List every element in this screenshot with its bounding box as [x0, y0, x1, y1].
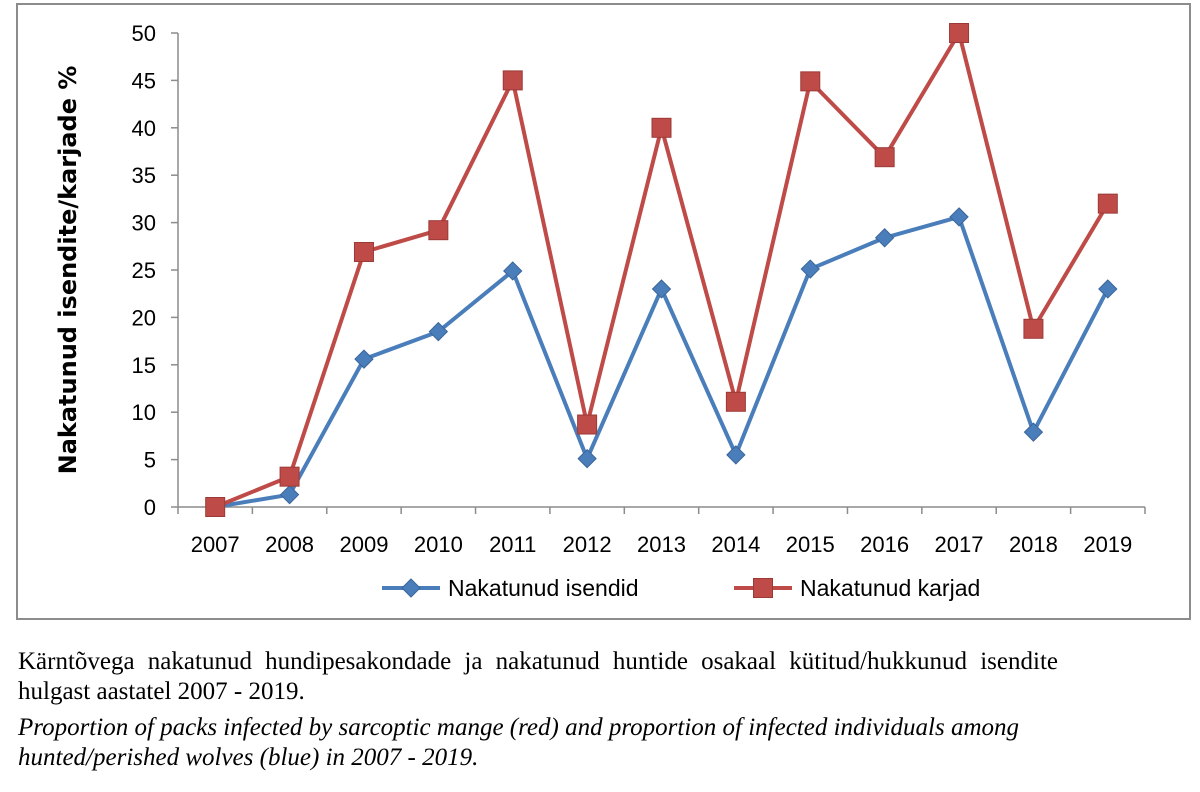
y-axis-title: Nakatunud isendite/karjade % [54, 66, 82, 475]
data-point [1023, 318, 1044, 339]
data-point [1023, 422, 1044, 442]
x-tick-label: 2008 [265, 532, 314, 557]
legend-item: Nakatunud isendid [382, 575, 639, 601]
legend-item: Nakatunud karjad [734, 575, 980, 601]
data-point [279, 484, 300, 505]
y-axis-ticks: 0 5 10 15 20 25 30 35 40 45 50 [132, 21, 178, 520]
y-tick-label: 35 [132, 163, 156, 188]
data-point [949, 23, 970, 43]
data-point [353, 241, 374, 262]
series-2 [205, 23, 1118, 517]
data-point [800, 71, 821, 92]
legend-marker [753, 578, 773, 598]
line-chart: 0 5 10 15 20 25 30 35 40 45 50 2007 2008 2009 2010 201… [54, 21, 1146, 601]
caption-estonian: Kärntõvega nakatunud hundipesakondade ja… [18, 648, 1058, 705]
y-tick-label: 50 [132, 21, 156, 46]
x-tick-label: 2014 [711, 532, 760, 557]
data-point [1097, 193, 1118, 214]
x-tick-label: 2012 [563, 532, 612, 557]
data-point [577, 414, 598, 435]
y-tick-label: 5 [144, 448, 156, 473]
x-tick-label: 2015 [786, 532, 835, 557]
data-point [651, 279, 672, 299]
y-tick-label: 40 [132, 116, 156, 141]
data-point [800, 259, 820, 279]
x-tick-label: 2009 [339, 532, 388, 557]
data-point [205, 497, 226, 517]
series-line [214, 214, 1110, 509]
series-layer [205, 23, 1118, 517]
x-tick-label: 2016 [860, 532, 909, 557]
data-point [874, 147, 895, 168]
y-tick-label: 45 [132, 68, 156, 93]
y-tick-label: 0 [144, 495, 156, 520]
legend-label: Nakatunud karjad [800, 575, 980, 601]
x-axis-ticks: 2007 2008 2009 2010 2011 2012 2013 2014 2015 2016… [177, 507, 1146, 557]
legend: Nakatunud isendid Nakatunud karjad [382, 575, 980, 601]
x-tick-label: 2018 [1009, 532, 1058, 557]
data-point [874, 228, 895, 248]
data-point [1098, 279, 1118, 299]
data-point [577, 448, 597, 469]
y-tick-label: 10 [132, 400, 156, 425]
data-point [651, 117, 672, 138]
x-tick-label: 2010 [414, 532, 463, 557]
x-tick-label: 2013 [637, 532, 686, 557]
x-tick-label: 2011 [489, 532, 536, 557]
data-point [428, 321, 449, 342]
y-tick-label: 15 [132, 353, 156, 378]
data-point [725, 391, 746, 412]
data-point [726, 445, 746, 465]
series-1 [205, 207, 1118, 517]
x-tick-label: 2007 [191, 532, 240, 557]
series-line [214, 31, 1110, 509]
x-tick-label: 2019 [1083, 532, 1132, 557]
legend-marker [401, 578, 421, 598]
data-point [502, 70, 523, 91]
caption-english: Proportion of packs infected by sarcopti… [18, 714, 1020, 771]
data-point [279, 466, 300, 487]
legend-label: Nakatunud isendid [448, 575, 639, 601]
y-tick-label: 25 [132, 258, 156, 283]
data-point [428, 220, 449, 241]
data-point [503, 261, 523, 281]
y-tick-label: 30 [132, 211, 156, 236]
y-tick-label: 20 [132, 305, 156, 330]
data-point [354, 349, 374, 369]
chart-frame [16, 3, 1191, 620]
x-tick-label: 2017 [935, 532, 984, 557]
data-point [949, 207, 969, 227]
